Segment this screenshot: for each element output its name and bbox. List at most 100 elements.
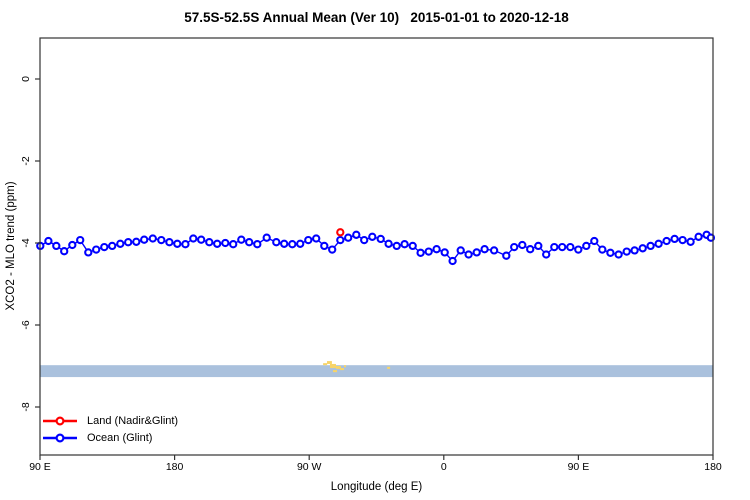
ocean-data-point: [582, 241, 591, 251]
x-axis-tick-label: 90 E: [29, 461, 51, 473]
ocean-data-point: [638, 244, 647, 253]
ocean-data-point: [360, 235, 369, 245]
ocean-data-point: [304, 235, 313, 245]
ocean-data-point: [368, 232, 377, 241]
ocean-data-point: [622, 247, 631, 256]
x-axis-tick-label: 180: [166, 461, 184, 473]
ocean-legend-marker-icon: [43, 432, 77, 443]
legend-item-land: Land (Nadir&Glint): [42, 412, 178, 429]
legend-item-label: Land (Nadir&Glint): [87, 414, 179, 427]
ocean-data-point: [116, 239, 125, 248]
ocean-data-point: [237, 235, 246, 244]
ocean-data-point: [92, 245, 101, 254]
ocean-data-point: [165, 238, 174, 247]
ocean-data-point: [574, 245, 583, 254]
legend-item-ocean: Ocean (Glint): [42, 429, 178, 446]
ocean-data-point: [148, 234, 157, 243]
land-data-point: [336, 228, 345, 237]
ocean-data-point: [630, 246, 639, 255]
ocean-data-point: [670, 234, 679, 244]
ocean-data-point: [400, 240, 409, 249]
ocean-data-point: [68, 240, 77, 250]
ocean-data-point: [464, 250, 473, 259]
ocean-data-point: [518, 240, 527, 250]
land-legend-marker-icon: [43, 415, 77, 426]
ocean-data-point: [480, 245, 489, 254]
ocean-data-point: [614, 250, 623, 259]
x-axis-tick-label: 90 E: [568, 461, 590, 473]
ocean-data-point: [262, 233, 271, 242]
ocean-data-point: [328, 245, 337, 254]
ocean-data-point: [288, 240, 297, 249]
ocean-data-point: [558, 242, 567, 252]
plot-border: [39, 37, 714, 456]
ocean-data-point: [526, 245, 535, 254]
ocean-data-point: [280, 239, 289, 248]
x-axis-tick-label: 90 W: [297, 461, 322, 473]
ocean-data-point: [392, 241, 401, 251]
ocean-data-point: [181, 240, 190, 249]
ocean-data-point: [344, 233, 353, 242]
ocean-data-point: [140, 235, 149, 244]
ocean-data-point: [312, 234, 321, 243]
ocean-data-point: [416, 248, 425, 257]
map-strip-land-mark: [326, 361, 332, 364]
ocean-data-point: [229, 240, 238, 249]
ocean-data-point: [502, 251, 511, 260]
map-strip-land-mark: [323, 363, 328, 366]
ocean-data-point: [542, 250, 551, 259]
y-axis-title: XCO2 - MLO trend (ppm): [5, 181, 17, 311]
ocean-data-point: [678, 235, 687, 245]
ocean-data-point: [52, 241, 61, 251]
x-axis-title: Longitude (deg E): [330, 481, 423, 493]
ocean-data-point: [456, 246, 465, 255]
map-strip-band: [40, 365, 713, 378]
ocean-data-point: [352, 230, 361, 239]
y-axis-tick-label: 0: [20, 76, 32, 82]
map-strip-land-mark: [387, 366, 391, 369]
ocean-data-point: [60, 247, 69, 256]
legend: Land (Nadir&Glint) Ocean (Glint): [42, 412, 178, 446]
ocean-data-point: [245, 238, 254, 247]
ocean-data-point: [173, 239, 182, 248]
ocean-data-point: [221, 238, 230, 248]
ocean-data-point: [534, 241, 543, 251]
ocean-data-point: [654, 239, 663, 248]
ocean-data-point: [189, 234, 198, 243]
ocean-data-point: [320, 241, 329, 251]
ocean-data-point: [598, 245, 607, 254]
ocean-data-point: [646, 241, 655, 251]
ocean-data-point: [566, 242, 575, 252]
ocean-data-point: [590, 236, 599, 246]
ocean-data-point: [424, 247, 433, 256]
ocean-data-point: [376, 234, 385, 244]
ocean-data-point: [606, 248, 615, 257]
ocean-data-point: [253, 240, 262, 249]
x-axis-tick-label: 180: [704, 461, 722, 473]
ocean-data-point: [550, 242, 559, 252]
ocean-data-point: [44, 236, 53, 246]
ocean-data-point: [205, 238, 214, 247]
y-axis-tick-label: -8: [20, 402, 32, 411]
ocean-data-point: [408, 241, 417, 251]
ocean-data-point: [84, 248, 93, 257]
ocean-data-point: [197, 235, 206, 244]
ocean-data-point: [100, 242, 109, 252]
ocean-data-point: [686, 237, 695, 246]
ocean-data-point: [694, 232, 703, 241]
ocean-data-point: [432, 245, 441, 254]
map-strip-land-mark: [332, 370, 338, 373]
x-axis-tick-label: 0: [441, 461, 447, 473]
y-axis-tick-label: -6: [20, 320, 32, 329]
map-strip-land-mark: [329, 363, 336, 369]
y-axis-tick-label: -2: [20, 156, 32, 165]
ocean-data-point: [662, 236, 671, 246]
ocean-data-point: [440, 248, 449, 257]
ocean-data-point: [272, 238, 281, 247]
ocean-data-point: [213, 239, 222, 248]
map-strip-land-mark: [335, 366, 341, 369]
ocean-data-point: [336, 235, 345, 245]
ocean-data-point: [296, 239, 305, 248]
